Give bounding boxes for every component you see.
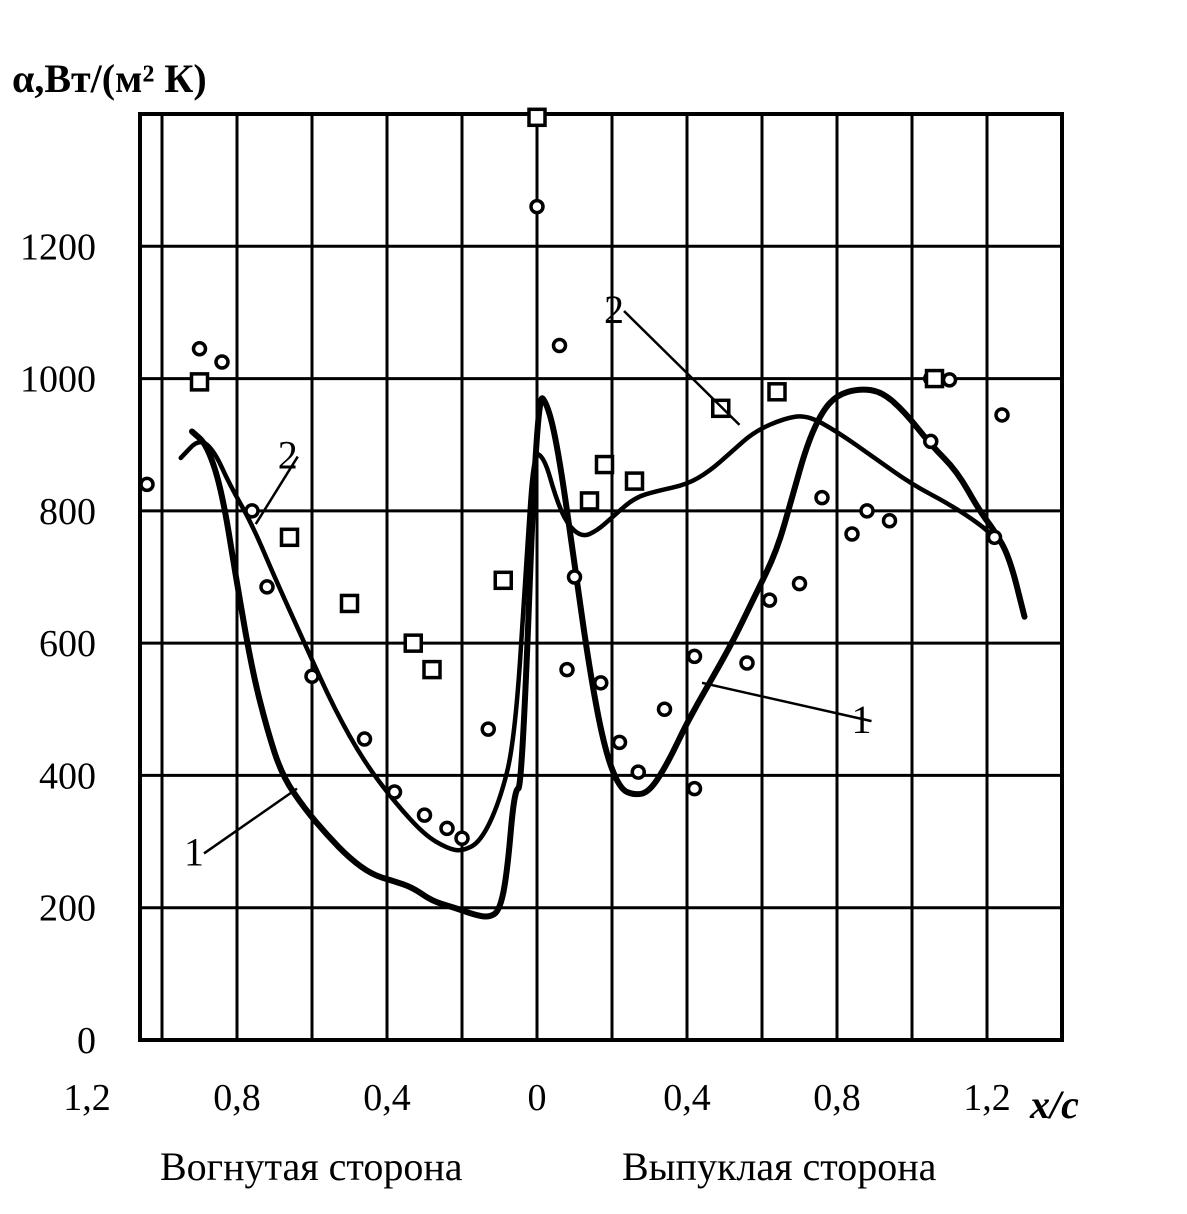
x-axis-label: x/c (1029, 1082, 1079, 1127)
data-point-circle (630, 764, 646, 780)
leader-line (203, 787, 298, 855)
data-point-circle (994, 407, 1010, 423)
data-point-square (493, 570, 513, 591)
curve-1 (189, 386, 1028, 920)
data-point-circle (356, 731, 373, 747)
plot-border (138, 112, 1064, 1042)
data-point-circle (791, 575, 808, 592)
data-point-circle (551, 337, 568, 354)
data-point-square (924, 368, 945, 389)
y-tick-label: 600 (39, 623, 96, 665)
plot-frame (138, 112, 1064, 1042)
data-point-circle (529, 198, 545, 215)
data-point-circle (941, 372, 958, 388)
x-tick-label-concave: 1,2 (63, 1077, 111, 1119)
data-point-circle (566, 569, 583, 585)
curve-2 (178, 414, 997, 853)
data-point-circle (214, 354, 230, 370)
data-point-circle (593, 675, 609, 691)
data-point-square (767, 382, 787, 402)
data-point-square (189, 372, 210, 392)
data-point-circle (611, 734, 628, 751)
x-tick-label-concave: 0,4 (363, 1077, 411, 1119)
data-point-square (594, 454, 615, 475)
data-point-circle (386, 784, 403, 800)
y-tick-label: 1200 (20, 226, 96, 268)
leader-line (623, 310, 741, 426)
leader-line (701, 681, 872, 723)
data-point-circle (686, 648, 703, 665)
y-tick-label: 800 (39, 491, 96, 533)
data-point-square (422, 659, 442, 680)
data-point-circle (881, 513, 898, 529)
x-tick-label-convex: 0 (528, 1077, 547, 1119)
y-tick-label: 400 (39, 755, 96, 797)
data-point-square (279, 527, 300, 548)
data-point-square (711, 398, 731, 419)
data-point-circle (480, 721, 496, 737)
curve-label-1: 1 (852, 697, 872, 742)
x-tick-label-concave: 0,8 (213, 1077, 261, 1119)
x-tick-label-convex: 0,4 (663, 1077, 711, 1119)
data-point-square (579, 491, 600, 511)
data-point-circle (304, 668, 320, 684)
data-point-circle (761, 592, 778, 608)
curves (178, 386, 1028, 920)
grid (140, 112, 1064, 1040)
data-point-circle (739, 655, 755, 671)
concave-side-label: Вогнутая сторона (160, 1144, 463, 1189)
curve-label-1: 1 (184, 829, 204, 874)
data-point-circle (244, 503, 260, 519)
data-point-circle (559, 661, 575, 678)
y-tick-labels: 0 200 400 600 800 1000 1200 (20, 226, 96, 1062)
data-point-circle (416, 807, 433, 823)
data-point-circle (986, 529, 1003, 546)
x-tick-label-convex: 0,8 (813, 1077, 861, 1119)
data-point-square (339, 593, 360, 614)
annotations: 2 1 2 1 (184, 287, 872, 874)
x-tick-labels: 1,2 0,8 0,4 0 0,4 0,8 1,2 (63, 1077, 1011, 1119)
data-point-circle (686, 780, 703, 797)
y-tick-label: 200 (39, 888, 96, 930)
data-point-circle (454, 830, 470, 847)
data-point-square (624, 471, 645, 491)
convex-side-label: Выпуклая сторона (622, 1144, 937, 1189)
data-point-circle (259, 579, 275, 595)
data-point-circle (859, 503, 875, 519)
data-point-circle (191, 341, 208, 357)
data-point-circle (923, 433, 939, 450)
data-point-circle (814, 489, 830, 506)
data-point-circle (656, 701, 673, 718)
data-point-square (403, 633, 423, 653)
y-tick-label: 0 (77, 1020, 96, 1062)
data-point-circle (139, 476, 155, 493)
data-point-circle (844, 526, 860, 542)
data-point-circle (439, 820, 455, 837)
y-axis-label: α,Вт/(м² К) (12, 56, 207, 101)
leader-line (254, 455, 299, 525)
data-point-square (527, 107, 547, 128)
curve-label-2: 2 (604, 287, 624, 332)
curve-label-2: 2 (278, 433, 298, 478)
y-tick-label: 1000 (20, 359, 96, 401)
x-tick-label-convex: 1,2 (963, 1077, 1011, 1119)
markers (139, 107, 1010, 847)
